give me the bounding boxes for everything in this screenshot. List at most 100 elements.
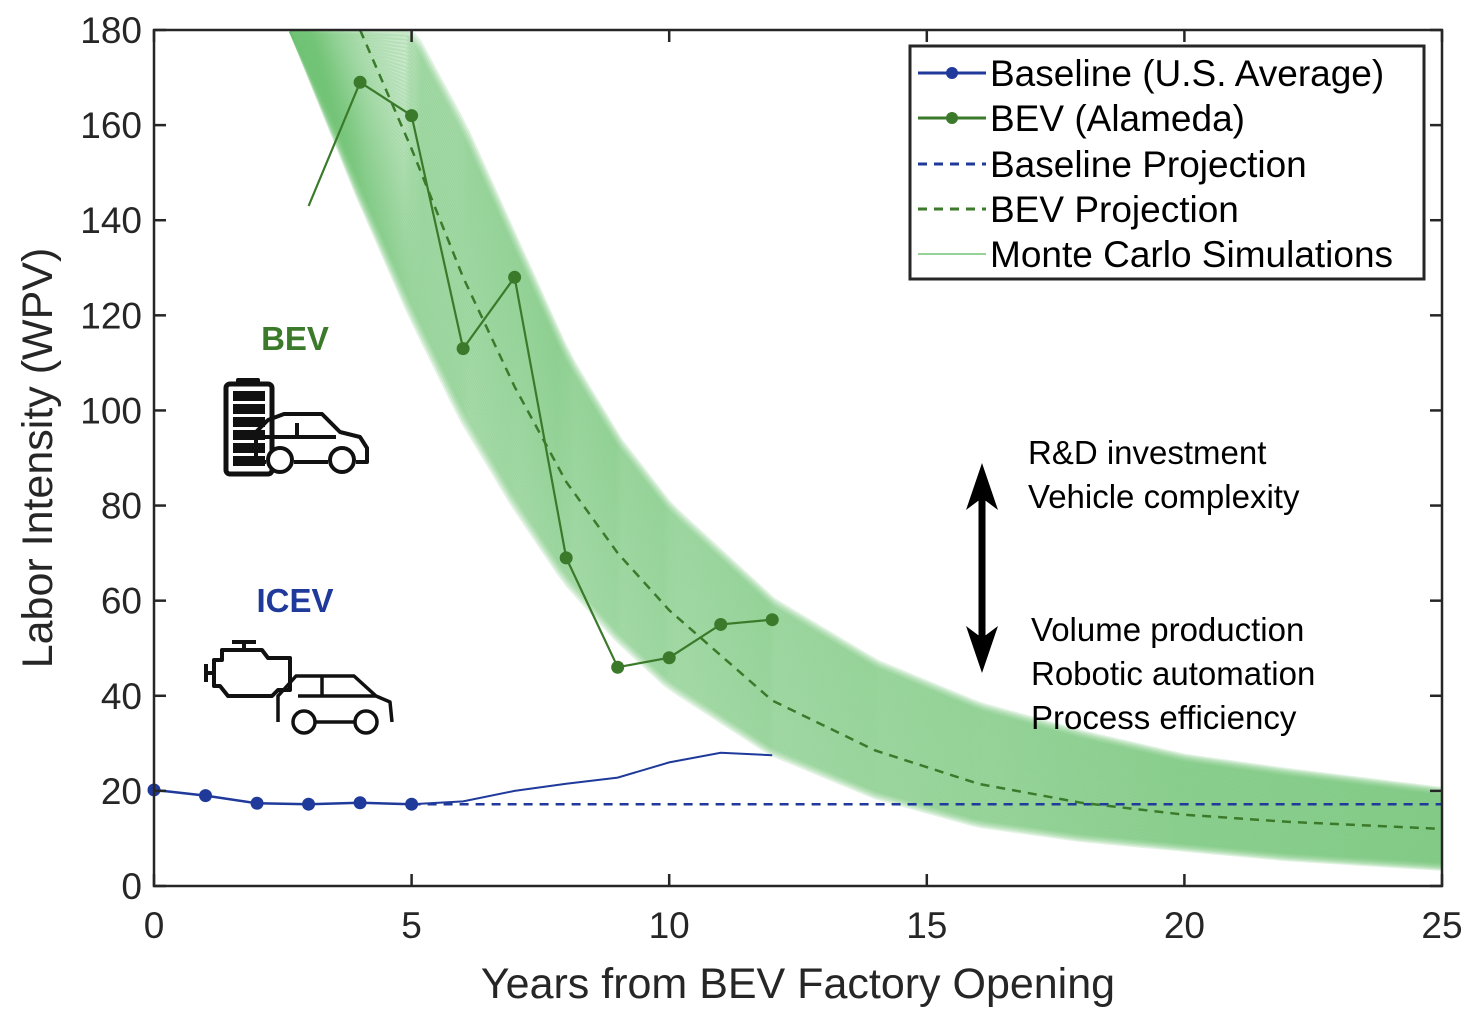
legend: Baseline (U.S. Average) BEV (Alameda) Ba… xyxy=(908,44,1426,281)
baseline-point xyxy=(302,797,316,811)
monte-carlo-curve xyxy=(291,30,1442,809)
y-tick-label: 80 xyxy=(101,486,142,527)
monte-carlo-curve xyxy=(290,30,1442,824)
monte-carlo-curve xyxy=(293,30,1442,796)
legend-item-bev: BEV (Alameda) xyxy=(918,98,1245,139)
monte-carlo-curve xyxy=(292,30,1442,801)
tick-labels: 0 5 10 15 20 25 0 20 40 60 80 100 120 140 160 180 xyxy=(80,10,1462,946)
monte-carlo-curve xyxy=(288,30,1442,869)
baseline-point xyxy=(405,797,419,811)
bev-point xyxy=(559,551,573,565)
x-tick-label: 0 xyxy=(144,905,165,946)
monte-carlo-curve xyxy=(290,30,1442,816)
monte-carlo-curve xyxy=(292,30,1442,802)
bev-point xyxy=(405,109,419,123)
bev-category-label: BEV xyxy=(261,320,329,357)
svg-text:Monte Carlo Simulations: Monte Carlo Simulations xyxy=(990,234,1393,275)
monte-carlo-curve xyxy=(290,30,1442,814)
y-tick-label: 0 xyxy=(121,866,142,907)
monte-carlo-curve xyxy=(292,30,1442,800)
bev-line xyxy=(307,80,773,669)
down-driver-2: Robotic automation xyxy=(1031,655,1315,692)
monte-carlo-curve xyxy=(289,30,1442,852)
y-tick-label: 180 xyxy=(80,10,142,51)
bev-point xyxy=(508,270,522,284)
up-driver-1: R&D investment xyxy=(1028,434,1266,471)
y-tick-label: 100 xyxy=(80,390,142,431)
bev-projection-line xyxy=(358,29,1443,831)
monte-carlo-curve xyxy=(289,30,1442,863)
y-tick-label: 40 xyxy=(101,676,142,717)
legend-item-monte-carlo: Monte Carlo Simulations xyxy=(918,234,1393,275)
x-tick-label: 5 xyxy=(401,905,422,946)
legend-item-baseline: Baseline (U.S. Average) xyxy=(918,53,1384,94)
monte-carlo-curve xyxy=(289,30,1442,851)
bev-point xyxy=(714,617,728,631)
bev-point xyxy=(456,342,470,356)
monte-carlo-curve xyxy=(289,30,1442,830)
bev-point xyxy=(353,75,367,89)
battery-icon xyxy=(223,378,275,477)
monte-carlo-curve xyxy=(289,30,1442,854)
svg-text:Baseline Projection: Baseline Projection xyxy=(990,144,1307,185)
monte-carlo-curve xyxy=(289,30,1442,834)
down-driver-3: Process efficiency xyxy=(1031,699,1297,736)
series-layer xyxy=(147,29,1443,831)
monte-carlo-curve xyxy=(289,30,1442,856)
monte-carlo-curve xyxy=(289,30,1442,826)
monte-carlo-curve xyxy=(292,30,1442,803)
legend-box xyxy=(908,44,1426,281)
monte-carlo-curve xyxy=(288,30,1442,868)
svg-text:BEV (Alameda): BEV (Alameda) xyxy=(990,98,1245,139)
monte-carlo-curve xyxy=(289,30,1442,833)
icev-category-label: ICEV xyxy=(256,582,333,619)
y-tick-label: 20 xyxy=(101,771,142,812)
engine-icon xyxy=(204,640,292,698)
monte-carlo-curve xyxy=(292,30,1442,797)
monte-carlo-curve xyxy=(290,30,1442,825)
monte-carlo-curve xyxy=(289,30,1442,858)
monte-carlo-curve xyxy=(289,30,1442,838)
icev-car-icon xyxy=(276,674,394,735)
x-tick-label: 25 xyxy=(1421,905,1462,946)
up-driver-2: Vehicle complexity xyxy=(1028,478,1300,515)
x-axis-title: Years from BEV Factory Opening xyxy=(481,960,1115,1008)
svg-text:BEV Projection: BEV Projection xyxy=(990,189,1239,230)
monte-carlo-curve xyxy=(290,30,1442,818)
x-tick-label: 10 xyxy=(649,905,690,946)
monte-carlo-curve xyxy=(289,30,1442,845)
monte-carlo-curve xyxy=(291,30,1442,808)
monte-carlo-curve xyxy=(290,30,1442,822)
monte-carlo-curve xyxy=(289,30,1442,859)
monte-carlo-curve xyxy=(289,30,1442,846)
monte-carlo-curve xyxy=(289,30,1442,849)
monte-carlo-curve xyxy=(289,30,1442,844)
monte-carlo-curve xyxy=(291,30,1442,812)
monte-carlo-curve xyxy=(291,30,1442,804)
bev-car-icon xyxy=(254,412,369,474)
double-arrow-icon xyxy=(966,463,998,673)
x-tick-label: 15 xyxy=(906,905,947,946)
monte-carlo-curve xyxy=(289,30,1442,847)
baseline-point xyxy=(353,796,367,810)
baseline-continuation-line xyxy=(411,751,773,806)
monte-carlo-curve xyxy=(289,30,1442,857)
monte-carlo-curve xyxy=(289,30,1442,837)
x-tick-label: 20 xyxy=(1164,905,1205,946)
baseline-line xyxy=(153,788,412,806)
monte-carlo-curve xyxy=(288,30,1442,867)
monte-carlo-curve xyxy=(289,30,1442,831)
baseline-point xyxy=(199,789,213,803)
monte-carlo-curve xyxy=(290,30,1442,821)
monte-carlo-curve xyxy=(289,30,1442,853)
down-driver-1: Volume production xyxy=(1031,611,1304,648)
y-tick-label: 140 xyxy=(80,200,142,241)
monte-carlo-curve xyxy=(291,30,1442,807)
monte-carlo-curve xyxy=(291,30,1442,805)
y-tick-label: 160 xyxy=(80,105,142,146)
legend-item-baseline-projection: Baseline Projection xyxy=(918,144,1307,185)
monte-carlo-curve xyxy=(289,30,1442,862)
monte-carlo-curve xyxy=(289,30,1442,840)
y-tick-label: 120 xyxy=(80,295,142,336)
